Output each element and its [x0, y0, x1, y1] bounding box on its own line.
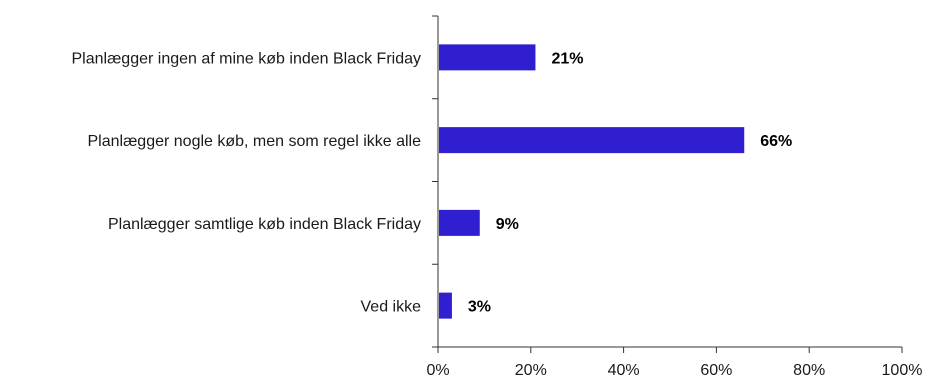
category-label: Planlægger nogle køb, men som regel ikke…	[88, 133, 422, 150]
category-labels: Planlægger ingen af mine køb inden Black…	[71, 50, 421, 315]
data-label: 21%	[551, 50, 583, 67]
bar	[439, 292, 452, 319]
x-tick-label: 60%	[700, 362, 732, 379]
x-tick-label: 0%	[426, 362, 449, 379]
data-label: 66%	[760, 133, 792, 150]
data-label: 3%	[468, 299, 491, 316]
data-label: 9%	[496, 216, 519, 233]
value-labels: 21% 66% 9% 3%	[468, 50, 792, 315]
category-label: Planlægger samtlige køb inden Black Frid…	[108, 216, 421, 233]
bar	[439, 127, 745, 154]
x-tick-label: 40%	[608, 362, 640, 379]
axes	[432, 15, 903, 353]
bar	[439, 44, 536, 71]
bars	[439, 44, 745, 319]
x-tick-label: 20%	[515, 362, 547, 379]
x-tick-label: 100%	[882, 362, 923, 379]
x-tick-labels: 0% 20% 40% 60% 80% 100%	[426, 362, 922, 379]
x-tick-label: 80%	[793, 362, 825, 379]
bar	[439, 209, 480, 236]
category-label: Planlægger ingen af mine køb inden Black…	[71, 50, 421, 67]
category-label: Ved ikke	[361, 299, 422, 316]
